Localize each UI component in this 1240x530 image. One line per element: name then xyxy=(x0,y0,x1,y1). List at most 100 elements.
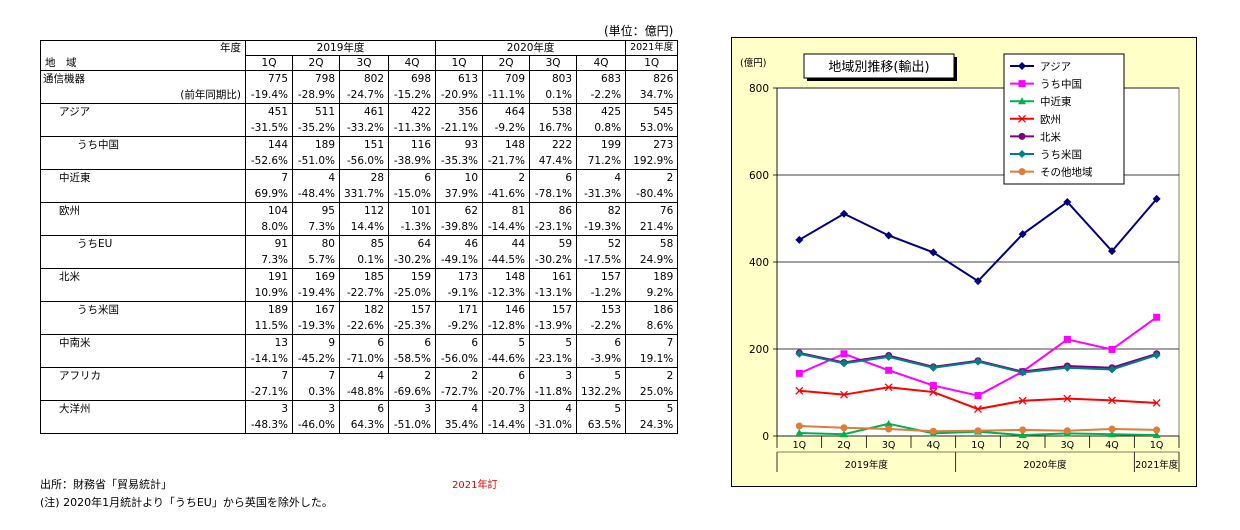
yoy-cell: -56.0% xyxy=(435,351,484,368)
value-cell: 545 xyxy=(625,103,679,120)
yoy-cell: 0.3% xyxy=(292,384,340,401)
yoy-cell: 24.9% xyxy=(625,252,679,269)
yoy-cell: -58.5% xyxy=(388,351,437,368)
data-point xyxy=(1018,431,1027,439)
yoy-cell: -44.6% xyxy=(482,351,531,368)
yoy-cell: 53.0% xyxy=(625,120,679,137)
yoy-cell: 8.6% xyxy=(625,318,679,335)
header-region-label: 地 域 xyxy=(40,55,246,71)
value-cell: 709 xyxy=(482,70,531,87)
yoy-cell: -78.1% xyxy=(529,186,578,203)
yoy-cell: 64.3% xyxy=(338,417,390,434)
yoy-cell: -1.2% xyxy=(576,285,627,302)
data-point xyxy=(974,277,982,286)
x-tick-label: 1Q xyxy=(1150,440,1164,451)
data-point xyxy=(795,386,804,395)
yoy-cell: -11.1% xyxy=(482,87,531,104)
value-cell: 5 xyxy=(529,334,578,351)
value-cell: 86 xyxy=(529,202,578,219)
value-cell: 62 xyxy=(435,202,484,219)
yoy-cell: 8.0% xyxy=(245,219,293,236)
value-cell: 273 xyxy=(625,136,679,153)
y-tick-label: 400 xyxy=(749,257,769,269)
data-point xyxy=(795,349,804,358)
value-cell: 91 xyxy=(245,235,293,252)
table-row-yoy: -14.1% -45.2% -71.0% -58.5% -56.0% -44.6% -23.… xyxy=(40,351,679,368)
yoy-cell: -27.1% xyxy=(245,384,293,401)
yoy-cell: 9.2% xyxy=(625,285,679,302)
yoy-cell: -33.2% xyxy=(338,120,390,137)
data-point xyxy=(1108,345,1116,353)
foot-note: (注) 2020年1月統計より「うちEU」から英国を除外した。 xyxy=(40,496,333,509)
yoy-cell: -14.4% xyxy=(482,219,531,236)
value-cell: 153 xyxy=(576,301,627,318)
data-point xyxy=(1152,351,1161,360)
data-point xyxy=(840,430,848,438)
yoy-cell: -9.2% xyxy=(435,318,484,335)
yoy-cell: -38.9% xyxy=(388,153,437,170)
table-row-yoy: 69.9% -48.4% 331.7% -15.0% 37.9% -41.6% -78.1%… xyxy=(40,186,679,203)
yoy-cell: -39.8% xyxy=(435,219,484,236)
table-row-yoy: 8.0% 7.3% 14.4% -1.3% -39.8% -14.4% -23.1% -19.… xyxy=(40,219,679,236)
value-cell: 169 xyxy=(292,268,340,285)
data-point xyxy=(884,231,893,240)
value-cell: 464 xyxy=(482,103,531,120)
legend-label: 中近東 xyxy=(1040,95,1072,108)
header-quarter: 1Q xyxy=(435,55,484,71)
row-label: 通信機器 xyxy=(40,70,246,87)
value-cell: 95 xyxy=(292,202,340,219)
y-tick-label: 200 xyxy=(749,344,769,356)
value-cell: 6 xyxy=(388,169,437,186)
row-label-spacer xyxy=(40,417,246,434)
value-cell: 81 xyxy=(482,202,531,219)
data-point xyxy=(840,209,848,218)
yoy-cell: -12.3% xyxy=(482,285,531,302)
value-cell: 6 xyxy=(338,334,390,351)
value-cell: 171 xyxy=(435,301,484,318)
header-row-years: 年度 2019年度 2020年度 2021年度 xyxy=(40,40,679,56)
yoy-cell: -1.3% xyxy=(388,219,437,236)
value-cell: 151 xyxy=(338,136,390,153)
header-quarter: 2Q xyxy=(292,55,340,71)
legend-label: うち米国 xyxy=(1040,148,1082,161)
data-point xyxy=(974,405,982,413)
data-point xyxy=(840,424,848,432)
table-row: 中南米 13 9 6 6 6 5 5 6 7 xyxy=(40,334,679,351)
yoy-cell: -13.9% xyxy=(529,318,578,335)
value-cell: 3 xyxy=(388,400,437,417)
yoy-cell: -24.7% xyxy=(338,87,390,104)
value-cell: 2 xyxy=(625,169,679,186)
chart-title: 地域別推移(輸出) xyxy=(828,60,929,75)
data-point xyxy=(884,419,893,427)
value-cell: 4 xyxy=(576,169,627,186)
x-tick-label: 3Q xyxy=(882,440,896,451)
legend-marker xyxy=(1018,168,1026,176)
legend-label: その他地域 xyxy=(1040,166,1093,179)
year-group-label: 2019年度 xyxy=(845,459,889,471)
header-row-quarters: 地 域 1Q 2Q 3Q 4Q 1Q 2Q 3Q 4Q 1Q xyxy=(40,55,679,71)
yoy-cell: 10.9% xyxy=(245,285,293,302)
value-cell: 44 xyxy=(482,235,531,252)
value-cell: 146 xyxy=(482,301,531,318)
x-tick-label: 1Q xyxy=(793,440,807,451)
legend-marker xyxy=(1018,62,1026,70)
data-point xyxy=(929,388,938,397)
chart-title-shadow xyxy=(807,78,957,81)
value-cell: 189 xyxy=(292,136,340,153)
table-row-yoy: (前年同期比) -19.4% -28.9% -24.7% -15.2% -20.9% -11… xyxy=(40,87,679,104)
legend-marker xyxy=(1018,97,1026,105)
value-cell: 159 xyxy=(388,268,437,285)
value-cell: 3 xyxy=(482,400,531,417)
yoy-cell: -14.1% xyxy=(245,351,293,368)
value-cell: 148 xyxy=(482,268,531,285)
data-point xyxy=(840,359,848,368)
yoy-cell: -51.0% xyxy=(388,417,437,434)
data-point xyxy=(795,428,804,436)
legend-marker xyxy=(1018,150,1026,158)
header-quarter: 1Q xyxy=(245,55,293,71)
value-cell: 5 xyxy=(576,400,627,417)
value-cell: 7 xyxy=(245,367,293,384)
data-point xyxy=(1063,363,1072,372)
value-cell: 191 xyxy=(245,268,293,285)
value-cell: 157 xyxy=(388,301,437,318)
